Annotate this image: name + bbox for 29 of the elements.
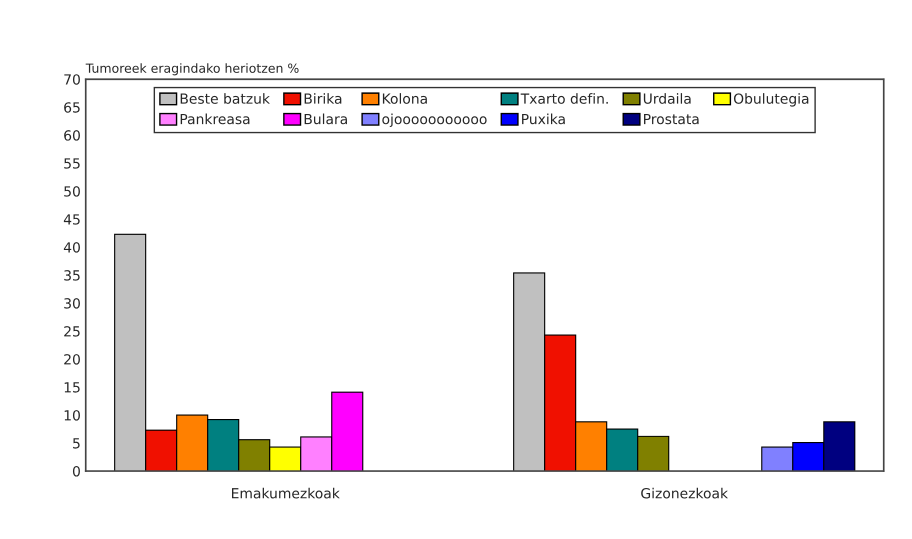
y-tick-label: 10 [64,410,80,421]
y-tick-label: 35 [64,270,80,281]
legend-label: Bulara [304,114,347,124]
y-tick-label: 0 [72,466,80,477]
x-tick-label: Gizonezkoak [641,488,728,499]
y-tick-label: 15 [64,382,80,393]
y-tick-label: 65 [64,102,80,113]
legend-label: Prostata [644,114,699,124]
legend-label: Pankreasa [180,114,250,124]
y-tick-label: 55 [64,158,80,169]
legend-label: Beste batzuk [180,93,270,104]
y-tick-label: 45 [64,214,80,225]
y-tick-label: 20 [64,354,80,365]
y-axis-title: Tumoreek eragindako heriotzen % [86,63,299,76]
y-tick-label: 40 [64,242,80,253]
legend-label: Txarto defin. [520,93,608,104]
y-tick-label: 70 [64,74,80,85]
x-tick-label: Emakumezkoak [232,488,340,499]
legend-label: Urdaila [644,93,691,104]
y-tick-label: 60 [64,130,80,141]
legend-label: ojooooooooooo [382,114,487,127]
legend-label: Kolona [382,93,427,104]
y-tick-label: 5 [73,438,80,449]
y-tick-label: 30 [64,298,80,309]
legend-label: Obulutegia [734,93,808,107]
y-tick-label: 50 [64,186,80,197]
legend-label: Puxika [522,114,565,124]
legend-label: Birika [304,93,342,104]
y-tick-label: 25 [64,326,80,337]
